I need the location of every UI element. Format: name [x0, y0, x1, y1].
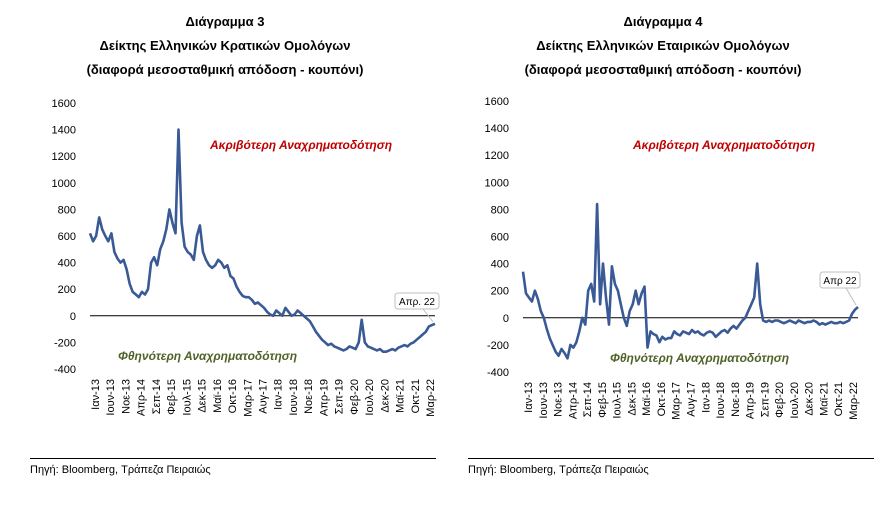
x-tick-label: Ιουλ-15 [181, 379, 193, 416]
x-tick-label: Απρ-19 [318, 379, 330, 416]
x-tick-label: Ιαν-18 [273, 379, 285, 410]
x-tick-label: Οκτ-16 [656, 382, 668, 416]
y-tick-label: 0 [503, 313, 509, 325]
y-tick-label: 1200 [485, 150, 509, 162]
chart-subtitle: Δείκτης Ελληνικών Εταιρικών Ομολόγων [536, 38, 790, 53]
y-tick-label: 600 [58, 231, 76, 243]
chart-subtitle: Δείκτης Ελληνικών Κρατικών Ομολόγων [99, 38, 351, 53]
y-tick-label: 800 [491, 204, 509, 216]
y-tick-label: -200 [487, 340, 509, 352]
x-tick-label: Μαρ-22 [848, 382, 860, 420]
chart-subtitle-2: (διαφορά μεσοσταθμική απόδοση - κουπόνι) [86, 62, 364, 77]
source-note: Πηγή: Bloomberg, Τράπεζα Πειραιώς [468, 464, 649, 476]
callout-label: Απρ. 22 [399, 297, 435, 308]
x-tick-label: Ιουν-13 [538, 382, 550, 419]
x-tick-label: Σεπ-19 [334, 379, 346, 414]
y-tick-label: 1400 [485, 123, 509, 135]
x-tick-label: Μαρ-22 [425, 379, 437, 417]
x-tick-label: Ιαν-18 [700, 382, 712, 413]
x-tick-label: Οκτ-21 [833, 382, 845, 416]
y-tick-label: 1400 [52, 125, 76, 137]
x-tick-label: Οκτ-21 [410, 379, 422, 413]
chart-panel-right: Διάγραμμα 4 Δείκτης Ελληνικών Εταιρικών … [448, 0, 878, 528]
callout-box [819, 271, 861, 289]
x-tick-label: Μαϊ-21 [818, 382, 830, 416]
y-tick-label: 800 [58, 204, 76, 216]
y-tick-label: 400 [58, 258, 76, 270]
y-tick-label: 1000 [52, 178, 76, 190]
annotation-top: Ακριβότερη Αναχρηματοδότηση [209, 138, 392, 152]
y-tick-label: -400 [487, 367, 509, 379]
line-chart: 1600 1400 1200 1000 800 600 400 200 0 -200 -400 Ιαν… [52, 98, 440, 417]
line-chart: 1600 1400 1200 1000 800 600 400 200 0 -200 -400 Ιαν… [485, 96, 861, 420]
x-tick-label: Σεπ-19 [759, 382, 771, 417]
y-tick-label: 1000 [485, 177, 509, 189]
annotation-top: Ακριβότερη Αναχρηματοδότηση [632, 138, 815, 152]
x-tick-label: Μαϊ-21 [395, 379, 407, 413]
series-line [521, 202, 859, 360]
x-tick-label: Φεβ-15 [597, 382, 609, 418]
source-note: Πηγή: Bloomberg, Τράπεζα Πειραιώς [30, 464, 211, 476]
x-tick-label: Ιαν-13 [523, 382, 535, 413]
callout-label: Απρ 22 [823, 276, 857, 287]
x-tick-label: Ιουν-13 [105, 379, 117, 416]
y-tick-label: -400 [54, 364, 76, 376]
y-tick-label: 200 [491, 286, 509, 298]
x-tick-label: Αυγ-17 [686, 382, 698, 417]
x-tick-label: Ιουλ-20 [364, 379, 376, 416]
y-tick-label: 200 [58, 284, 76, 296]
x-tick-label: Ιουλ-15 [612, 382, 624, 419]
y-tick-label: 0 [70, 311, 76, 323]
x-tick-label: Φεβ-20 [774, 382, 786, 418]
series-line [88, 128, 436, 354]
x-tick-label: Ιουν-18 [288, 379, 300, 416]
x-tick-label: Απρ-14 [567, 382, 579, 419]
x-tick-label: Απρ-19 [745, 382, 757, 419]
x-tick-label: Νοε-18 [730, 382, 742, 417]
annotation-bottom: Φθηνότερη Αναχρηματοδότηση [118, 349, 297, 363]
x-tick-label: Ιαν-13 [90, 379, 102, 410]
x-tick-label: Δεκ-15 [197, 379, 209, 413]
x-tick-label: Νοε-13 [553, 382, 565, 417]
y-tick-label: 1600 [52, 98, 76, 110]
y-tick-label: 400 [491, 259, 509, 271]
x-tick-label: Φεβ-20 [349, 379, 361, 415]
x-tick-label: Νοε-18 [303, 379, 315, 414]
chart-subtitle-2: (διαφορά μεσοσταθμική απόδοση - κουπόνι) [524, 62, 802, 77]
x-tick-label: Μαρ-17 [242, 379, 254, 417]
x-tick-label: Ιουλ-20 [789, 382, 801, 419]
y-tick-label: 600 [491, 232, 509, 244]
callout-box [394, 292, 440, 310]
y-tick-label: -200 [54, 337, 76, 349]
divider [30, 458, 436, 459]
x-tick-label: Μαϊ-16 [212, 379, 224, 413]
callout-leader [422, 308, 434, 323]
x-tick-label: Απρ-14 [136, 379, 148, 416]
x-tick-label: Δεκ-20 [804, 382, 816, 416]
callout-leader [845, 287, 857, 306]
divider [468, 458, 874, 459]
y-tick-label: 1600 [485, 96, 509, 108]
x-tick-label: Δεκ-20 [379, 379, 391, 413]
chart-title: Διάγραμμα 3 [185, 14, 265, 29]
x-tick-label: Αυγ-17 [258, 379, 270, 414]
x-tick-label: Δεκ-15 [626, 382, 638, 416]
chart-panel-left: Διάγραμμα 3 Δείκτης Ελληνικών Κρατικών Ο… [10, 0, 440, 528]
y-tick-label: 1200 [52, 151, 76, 163]
x-tick-label: Σεπ-14 [151, 379, 163, 414]
x-tick-label: Φεβ-15 [166, 379, 178, 415]
x-tick-label: Νοε-13 [120, 379, 132, 414]
annotation-bottom: Φθηνότερη Αναχρηματοδότηση [610, 351, 789, 365]
chart-title: Διάγραμμα 4 [623, 14, 703, 29]
x-tick-label: Μαϊ-16 [641, 382, 653, 416]
x-tick-label: Οκτ-16 [227, 379, 239, 413]
x-tick-label: Σεπ-14 [582, 382, 594, 417]
x-tick-label: Μαρ-17 [671, 382, 683, 420]
x-tick-label: Ιουν-18 [715, 382, 727, 419]
